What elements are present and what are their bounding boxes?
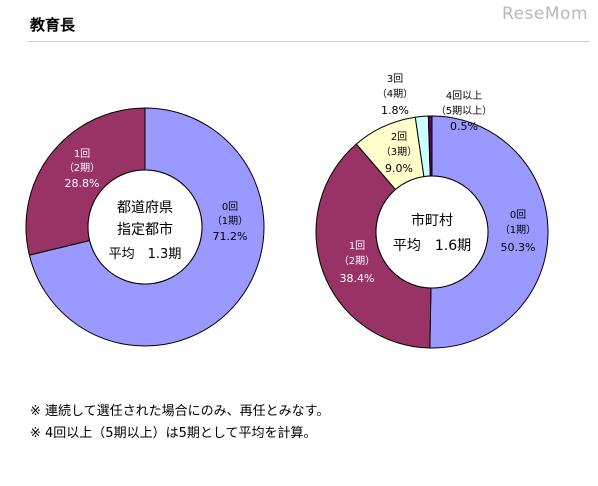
footnote: ※ 4回以上（5期以上）は5期として平均を計算。	[30, 426, 317, 441]
section-title: 教育長	[30, 16, 76, 34]
donut-hole	[87, 169, 203, 285]
center-label: 指定都市	[117, 221, 173, 238]
slice-label: 0回	[510, 209, 526, 221]
slice-label: 50.3%	[501, 241, 536, 254]
center-label: 平均 1.6期	[393, 238, 471, 254]
slice-label: 38.4%	[340, 272, 375, 285]
slice-label: 2回	[391, 131, 407, 143]
slice-label: 9.0%	[385, 162, 413, 175]
slice-label: （2期）	[339, 255, 375, 267]
slice-label: （3期）	[381, 146, 417, 158]
slice-label: （1期）	[500, 224, 536, 236]
slice-label: 0.5%	[450, 120, 478, 133]
slice-label: 1回	[74, 148, 90, 160]
footnote: ※ 連続して選任された場合にのみ、再任とみなす。	[30, 404, 330, 419]
slice-label: 4回以上	[446, 90, 482, 102]
slice-label: 1回	[349, 240, 365, 252]
title-divider	[28, 41, 590, 42]
center-label: 平均 1.3期	[109, 247, 182, 262]
slice-label: 3回	[387, 73, 403, 85]
slice-label: （4期）	[377, 88, 413, 100]
slice-label: （1期）	[212, 215, 248, 227]
center-label: 市町村	[411, 212, 453, 229]
footnotes: ※ 連続して選任された場合にのみ、再任とみなす。 ※ 4回以上（5期以上）は5期…	[30, 401, 329, 445]
slice-label: 71.2%	[213, 230, 248, 243]
slice-label: （2期）	[64, 162, 100, 174]
slice-label: （5期以上）	[436, 105, 492, 117]
slice-label: 28.8%	[65, 177, 100, 190]
slice-label: 0回	[222, 201, 238, 213]
donut-hole	[375, 175, 489, 289]
watermark-logo: ReseMom	[502, 4, 588, 24]
donut-chart: 0回 （1期） 50.3% 1回 （2期） 38.4% 2回 （3期） 9.0% 3回 （4期） 1.…	[315, 73, 549, 349]
center-label: 都道府県	[117, 200, 173, 216]
slice-label: 1.8%	[381, 104, 409, 117]
